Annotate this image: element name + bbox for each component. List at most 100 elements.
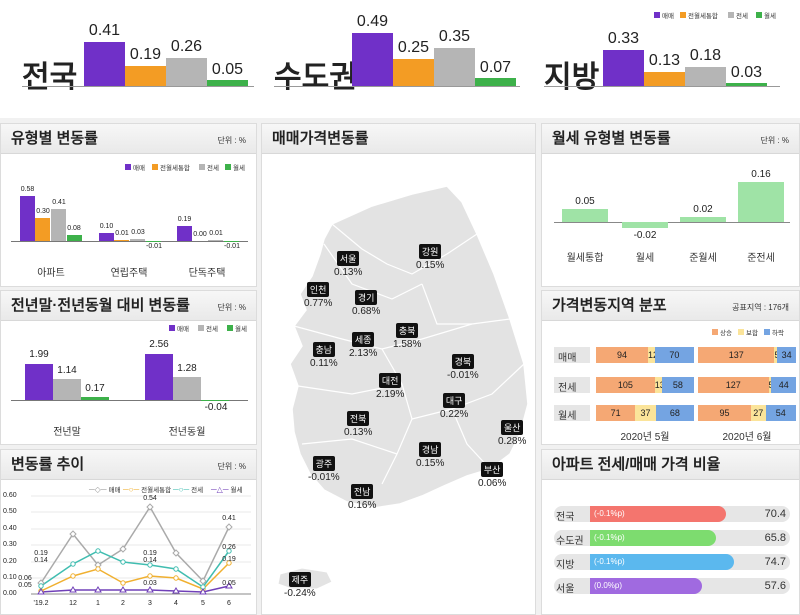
map-panel: 매매가격변동률 서울 0.13% 강원 0.15% 인천 0.77% 경기 0.68% …	[261, 123, 536, 615]
bar-maemae	[25, 364, 53, 400]
segment-fall: 44	[771, 377, 796, 393]
type-rates-panel: 유형별 변동률 단위 : % 매매 전월세통합 전세 월세 0.58 0.30 …	[0, 123, 257, 287]
y-tick: 0.10	[3, 574, 17, 581]
bar-value: -0.02	[633, 230, 657, 241]
region-value: 0.06%	[478, 478, 507, 489]
region-value: 0.13%	[334, 267, 363, 278]
segment-flat: 13	[654, 377, 665, 393]
legend-maemae: ─◇─ 매매	[89, 484, 121, 495]
region-name: 서울	[336, 251, 360, 266]
row-label: 전세	[558, 383, 577, 394]
region-label-gyeongbuk: 경북 -0.01%	[447, 352, 479, 381]
dist-bar-jun-wolse: 95 27 54	[698, 405, 796, 421]
point-label: 0.05	[18, 582, 32, 589]
point-label: 0.19	[143, 550, 157, 557]
region-label-daejeon: 대전 2.19%	[376, 371, 404, 400]
segment-fall: 70	[654, 347, 694, 363]
point-label: 0.06	[18, 575, 32, 582]
ratio-fill	[590, 578, 702, 594]
region-name: 부산	[480, 462, 504, 477]
bar-wolse	[475, 78, 516, 86]
bar-value: 0.41	[52, 199, 66, 206]
region-value: 0.77%	[304, 298, 333, 309]
row-label: 매매	[558, 353, 577, 364]
panel-title: 아파트 전세/매매 가격 비율	[542, 450, 799, 480]
top-group-name: 지방	[544, 61, 600, 94]
segment-fall: 58	[661, 377, 694, 393]
top-legend-maemae: 매매	[654, 10, 674, 20]
bar-value: 0.26	[170, 38, 203, 55]
region-value: 2.19%	[376, 389, 405, 400]
bar-value: 0.58	[20, 186, 35, 193]
category-label: 연립주택	[110, 268, 148, 279]
point-label: 0.19	[222, 556, 236, 563]
row-label-bg	[554, 347, 590, 363]
bar-rent	[622, 222, 668, 228]
region-name: 충북	[395, 323, 419, 338]
ratio-label: 전국	[556, 512, 575, 523]
region-value: 1.58%	[393, 339, 422, 350]
panel-title: 매매가격변동률	[262, 124, 535, 154]
legend-jeonwol: 전월세통합	[152, 162, 190, 172]
ratio-fill	[590, 554, 734, 570]
region-name: 제주	[288, 572, 312, 587]
panel-title: 전년말·전년동월 대비 변동률	[1, 291, 256, 321]
ratio-panel: 아파트 전세/매매 가격 비율 전국 (-0.1%p) 70.4 수도권 (-0…	[541, 449, 800, 615]
bar-value: 0.33	[607, 30, 640, 47]
ratio-label: 지방	[556, 560, 575, 571]
region-value: -0.24%	[284, 588, 316, 599]
bar-value: 0.05	[575, 196, 595, 207]
legend-wolse: 월세	[225, 162, 245, 172]
point-label: 0.14	[34, 557, 48, 564]
region-value: 0.11%	[310, 358, 338, 369]
bar-jeonwol	[644, 72, 685, 86]
segment-fall: 54	[765, 405, 796, 421]
bar-value: 0.03	[730, 64, 763, 81]
bar-maemae	[145, 354, 173, 400]
y-tick: 0.20	[3, 558, 17, 565]
ratio-fill	[590, 530, 716, 546]
bar-maemae	[177, 226, 192, 241]
y-tick: 0.00	[3, 590, 17, 597]
ratio-change: (-0.1%p)	[594, 557, 625, 566]
bar-wolse	[146, 241, 161, 242]
legend-jeonwol: ─○─ 전월세통합	[123, 484, 172, 495]
region-label-gwangju: 광주 -0.01%	[308, 454, 340, 483]
dist-bar-may-wolse: 71 37 68	[596, 405, 694, 421]
bar-value: 0.07	[479, 59, 512, 76]
point-label: 0.54	[143, 495, 157, 502]
segment-rise: 127	[698, 377, 769, 393]
bar-jeonwol	[393, 59, 434, 86]
x-tick: 12	[69, 600, 77, 607]
top-legend-jeonwol: 전월세통합	[680, 10, 718, 20]
legend-jeonse: 전세	[199, 162, 219, 172]
trend-panel: 변동률 추이 단위 : % ─◇─ 매매 ─○─ 전월세통합 ─○─ 전세 ─△─ 월세…	[0, 449, 257, 615]
region-value: 0.15%	[416, 260, 445, 271]
segment-rise: 95	[698, 405, 751, 421]
unit-label: 단위 : %	[760, 136, 789, 145]
segment-flat: 37	[635, 405, 656, 421]
bar-jeonse	[208, 240, 223, 241]
legend-fall: 하락	[764, 327, 784, 337]
bar-jeonse	[51, 209, 66, 241]
top-group-underline	[274, 86, 520, 87]
bar-wolse	[224, 241, 239, 242]
dist-bar-may-jeonse: 105 13 58	[596, 377, 694, 393]
region-name: 전남	[350, 484, 374, 499]
top-group-name: 수도권	[274, 61, 357, 94]
bar-maemae	[352, 33, 393, 86]
bar-value: 0.19	[177, 216, 192, 223]
bar-value: 0.41	[88, 22, 121, 39]
category-label: 단독주택	[188, 268, 226, 279]
x-tick: 5	[201, 600, 205, 607]
bar-value: 0.49	[356, 13, 389, 30]
legend-wolse: 월세	[227, 323, 247, 333]
y-tick: 0.40	[3, 525, 17, 532]
category-label: 준전세	[747, 253, 775, 264]
category-label: 준월세	[689, 253, 717, 264]
region-label-jeonnam: 전남 0.16%	[348, 482, 376, 511]
bar-wolse	[201, 400, 229, 401]
ratio-change: (-0.1%p)	[594, 509, 625, 518]
region-label-seoul: 서울 0.13%	[334, 249, 362, 278]
legend-wolse: ─△─ 월세	[211, 484, 243, 495]
